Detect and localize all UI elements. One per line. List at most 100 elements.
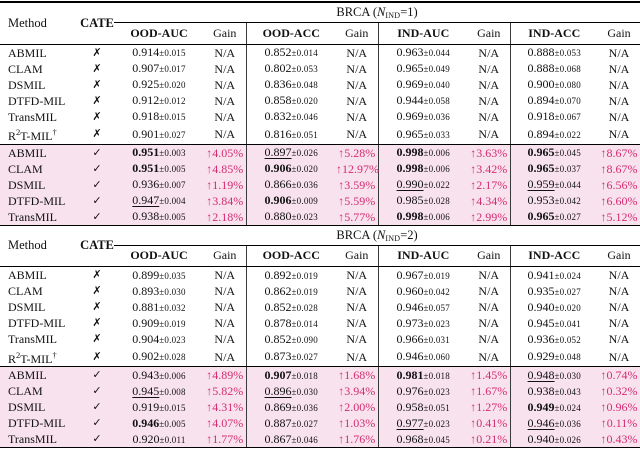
metric-value: 0.896 xyxy=(264,383,292,398)
method-cell: DSMIL xyxy=(0,399,80,415)
metric-value: 0.998 xyxy=(396,145,424,159)
method-label: DTFD-MIL xyxy=(8,316,66,330)
metric-value-cell: 0.938±0.043 xyxy=(509,383,598,399)
metric-value: 0.858 xyxy=(264,93,292,107)
metric-value-cell: 0.985±0.028 xyxy=(377,192,468,209)
metric-value-cell: 0.947±0.004 xyxy=(114,192,204,209)
metric-value: 0.936 xyxy=(527,331,555,346)
gain-cell: ↑2.17% xyxy=(468,176,510,193)
gain-cell: ↑2.18% xyxy=(204,208,246,226)
gain-cell: ↑3.42% xyxy=(468,160,510,177)
check-mark: ✓ xyxy=(92,384,102,397)
metric-value-cell: 0.914±0.015 xyxy=(114,44,204,61)
metric-value: 0.901 xyxy=(132,126,160,141)
metric-std: ±0.035 xyxy=(159,270,186,281)
metric-value-cell: 0.925±0.020 xyxy=(114,77,204,93)
gain-cell: ↑0.11% xyxy=(598,415,640,431)
metric-value-cell: 0.968±0.045 xyxy=(377,431,468,448)
metric-std: ±0.053 xyxy=(291,64,318,74)
metric-std: ±0.041 xyxy=(554,318,581,329)
method-label: ABMIL xyxy=(8,268,47,282)
metric-value: 0.951 xyxy=(132,145,160,159)
metric-value-cell: 0.896±0.030 xyxy=(245,383,336,399)
metric-std: ±0.019 xyxy=(423,270,450,281)
gain-value: ↑0.74% xyxy=(600,368,638,382)
metric-std: ±0.017 xyxy=(159,64,186,74)
gain-cell: ↑0.43% xyxy=(598,431,640,448)
metric-std: ±0.020 xyxy=(291,96,318,106)
metric-value: 0.919 xyxy=(132,399,160,414)
check-mark: ✓ xyxy=(92,416,102,429)
gain-value: ↑3.59% xyxy=(338,177,376,192)
metric-value-cell: 0.887±0.027 xyxy=(245,415,336,431)
metric-std: ±0.046 xyxy=(291,434,318,445)
metric-value: 0.969 xyxy=(396,109,424,123)
gain-header: Gain xyxy=(336,22,378,45)
metric-std: ±0.027 xyxy=(554,286,581,297)
metric-value: 0.947 xyxy=(132,193,160,207)
check-mark: ✓ xyxy=(92,209,102,223)
gain-cell: ↑4.31% xyxy=(204,399,246,415)
gain-value: ↑6.60% xyxy=(600,193,638,208)
metric-value-cell: 0.906±0.009 xyxy=(245,192,336,209)
metric-value-cell: 0.998±0.006 xyxy=(377,160,468,177)
gain-value: ↑1.67% xyxy=(470,384,508,398)
metric-value-cell: 0.953±0.042 xyxy=(509,192,598,209)
section-header-1: Method CATE BRCA (NIND=1) OOD-AUC Gain OOD-AC… xyxy=(0,2,640,45)
gain-cell: ↑12.97% xyxy=(336,160,379,177)
gain-cell: ↑0.96% xyxy=(598,399,640,415)
metric-std: ±0.020 xyxy=(159,80,186,90)
metric-std: ±0.042 xyxy=(554,196,581,206)
metric-value: 0.944 xyxy=(396,93,424,107)
table-row-highlighted: ABMIL ✓ 0.951±0.003 ↑4.05% 0.897±0.026 ↑5.28%… xyxy=(0,144,640,161)
metric-std: ±0.023 xyxy=(423,386,450,397)
metric-value: 0.951 xyxy=(132,161,160,175)
gain-cell: ↑1.45% xyxy=(468,366,510,383)
method-label: CLAM xyxy=(8,384,43,398)
metric-std: ±0.011 xyxy=(159,434,186,445)
method-cell: DSMIL xyxy=(0,176,80,193)
gain-value: ↑1.27% xyxy=(470,400,508,414)
method-label: T-MIL xyxy=(20,351,53,366)
gain-cell: N/A xyxy=(478,109,500,124)
method-cell: DTFD-MIL xyxy=(0,315,80,331)
gain-value: ↑5.59% xyxy=(338,193,376,208)
metric-value-cell: 0.990±0.022 xyxy=(377,176,468,193)
group-title: BRCA (NIND=2) xyxy=(114,225,640,246)
gain-value: ↑2.18% xyxy=(206,209,244,224)
check-mark: ✓ xyxy=(92,177,102,191)
gain-cell: N/A xyxy=(346,268,368,282)
method-label: TransMIL xyxy=(8,432,57,446)
table-row: DSMIL ✗ 0.881±0.032 N/A 0.852±0.028 N/A 0.946±… xyxy=(0,299,640,315)
metric-value: 0.965 xyxy=(527,161,555,175)
metric-value-cell: 0.936±0.052 xyxy=(509,331,598,347)
metric-value: 0.936 xyxy=(132,177,160,191)
metric-value-cell: 0.965±0.033 xyxy=(377,124,468,145)
group-title-subscript: IND xyxy=(385,233,401,243)
metric-value: 0.966 xyxy=(396,331,424,346)
method-label: DSMIL xyxy=(8,77,46,92)
metric-value: 0.894 xyxy=(527,126,555,141)
gain-value: ↑6.56% xyxy=(600,177,638,192)
metric-value-cell: 0.902±0.028 xyxy=(114,347,204,367)
metric-value-cell: 0.899±0.035 xyxy=(114,267,204,284)
gain-cell: N/A xyxy=(346,284,368,298)
metric-value: 0.946 xyxy=(527,415,555,430)
metric-value-cell: 0.965±0.049 xyxy=(377,60,468,77)
metric-value: 0.900 xyxy=(527,77,555,91)
group-title-text: =1) xyxy=(400,5,418,19)
method-superscript: † xyxy=(52,127,57,137)
gain-cell: N/A xyxy=(478,332,500,346)
table-row-highlighted: CLAM ✓ 0.951±0.005 ↑4.85% 0.906±0.020 ↑12.97%… xyxy=(0,160,640,177)
method-label: DSMIL xyxy=(8,300,46,314)
gain-value: ↑4.05% xyxy=(206,145,244,160)
metric-std: ±0.014 xyxy=(291,318,318,329)
gain-cell: N/A xyxy=(214,316,236,330)
gain-cell: ↑1.03% xyxy=(336,415,378,431)
gain-cell: N/A xyxy=(336,347,378,367)
gain-cell: N/A xyxy=(598,124,640,145)
metric-std: ±0.049 xyxy=(423,64,450,74)
metric-value: 0.907 xyxy=(264,367,292,382)
check-mark: ✓ xyxy=(92,432,102,445)
